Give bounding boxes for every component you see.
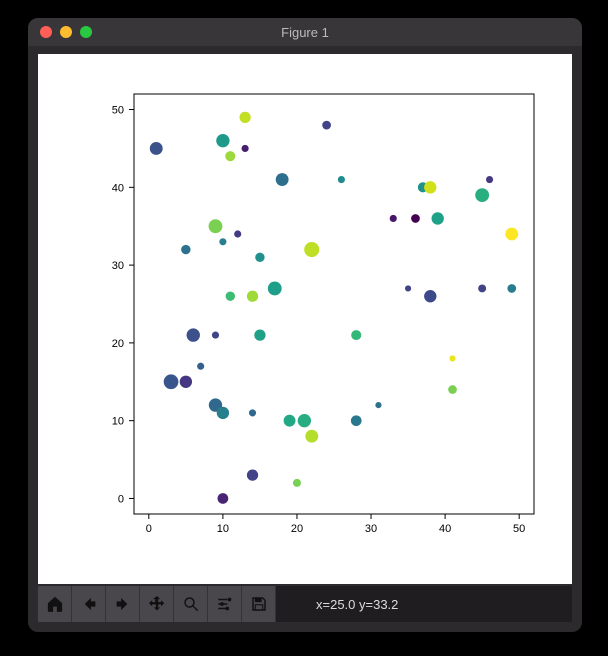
minimize-icon[interactable] bbox=[60, 26, 72, 38]
back-button[interactable] bbox=[72, 586, 106, 622]
zoom-icon bbox=[182, 595, 200, 613]
traffic-lights bbox=[28, 26, 92, 38]
pan-button[interactable] bbox=[140, 586, 174, 622]
maximize-icon[interactable] bbox=[80, 26, 92, 38]
svg-text:30: 30 bbox=[112, 260, 124, 272]
back-icon bbox=[80, 595, 98, 613]
home-icon bbox=[46, 595, 64, 613]
svg-text:0: 0 bbox=[118, 493, 124, 505]
coord-readout: x=25.0 y=33.2 bbox=[316, 597, 398, 612]
svg-text:40: 40 bbox=[439, 523, 451, 535]
svg-text:10: 10 bbox=[112, 416, 124, 428]
zoom-button[interactable] bbox=[174, 586, 208, 622]
svg-text:30: 30 bbox=[365, 523, 377, 535]
home-button[interactable] bbox=[38, 586, 72, 622]
svg-text:20: 20 bbox=[291, 523, 303, 535]
save-button[interactable] bbox=[242, 586, 276, 622]
configure-button[interactable] bbox=[208, 586, 242, 622]
svg-text:20: 20 bbox=[112, 338, 124, 350]
svg-text:40: 40 bbox=[112, 182, 124, 194]
scatter-chart: 0 10 20 30 40 50 0 10 20 30 40 50 bbox=[38, 54, 572, 584]
svg-text:50: 50 bbox=[513, 523, 525, 535]
configure-icon bbox=[216, 595, 234, 613]
forward-icon bbox=[114, 595, 132, 613]
pan-icon bbox=[148, 595, 166, 613]
svg-text:50: 50 bbox=[112, 105, 124, 117]
close-icon[interactable] bbox=[40, 26, 52, 38]
svg-text:0: 0 bbox=[146, 523, 152, 535]
figure-window: Figure 1 0 10 20 30 40 50 0 10 20 30 40 50 x=25.0 y… bbox=[28, 18, 582, 632]
titlebar: Figure 1 bbox=[28, 18, 582, 46]
save-icon bbox=[250, 595, 268, 613]
plot-area[interactable]: 0 10 20 30 40 50 0 10 20 30 40 50 bbox=[38, 54, 572, 584]
svg-text:10: 10 bbox=[217, 523, 229, 535]
forward-button[interactable] bbox=[106, 586, 140, 622]
window-title: Figure 1 bbox=[28, 25, 582, 40]
toolbar: x=25.0 y=33.2 bbox=[38, 586, 572, 622]
